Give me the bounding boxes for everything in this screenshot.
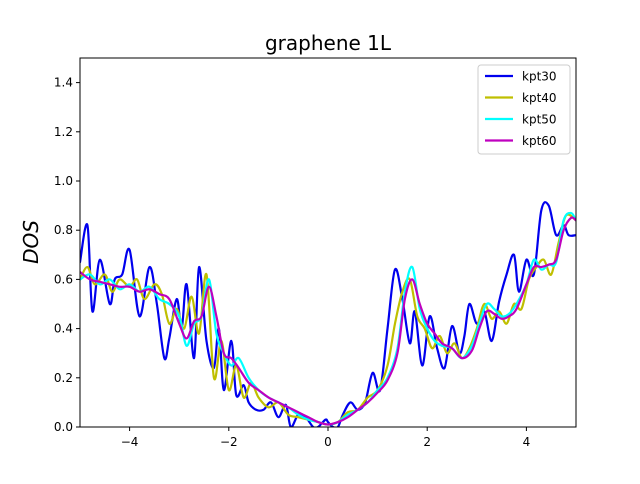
legend-entries: kpt30 kpt40 kpt50 kpt60 bbox=[485, 70, 557, 148]
legend-label-kpt50: kpt50 bbox=[522, 113, 557, 127]
y-tick-label: 0.6 bbox=[54, 272, 73, 286]
y-tick-label: 0.0 bbox=[54, 420, 73, 434]
y-tick-label: 0.2 bbox=[54, 371, 73, 385]
y-tick-label: 1.0 bbox=[54, 174, 73, 188]
chart-title: graphene 1L bbox=[265, 31, 392, 55]
x-tick-label: 0 bbox=[324, 435, 332, 449]
plot-frame bbox=[79, 57, 577, 428]
x-tick-label: 4 bbox=[523, 435, 531, 449]
x-axis-ticks: −4 −2 0 2 4 bbox=[121, 427, 530, 449]
legend-label-kpt40: kpt40 bbox=[522, 91, 557, 105]
series-layer bbox=[80, 201, 576, 427]
y-tick-label: 0.4 bbox=[54, 322, 73, 336]
y-tick-label: 0.8 bbox=[54, 223, 73, 237]
y-axis-label: DOS bbox=[19, 220, 43, 264]
legend-label-kpt30: kpt30 bbox=[522, 70, 557, 84]
x-tick-label: −4 bbox=[121, 435, 139, 449]
y-tick-label: 1.2 bbox=[54, 125, 73, 139]
y-axis-ticks: 0.0 0.2 0.4 0.6 0.8 1.0 1.2 1.4 bbox=[54, 76, 80, 434]
series-line-kpt60 bbox=[80, 216, 576, 426]
x-tick-label: 2 bbox=[423, 435, 431, 449]
y-tick-label: 1.4 bbox=[54, 76, 73, 90]
x-tick-label: −2 bbox=[220, 435, 238, 449]
legend-label-kpt60: kpt60 bbox=[522, 134, 557, 148]
legend-box bbox=[477, 64, 571, 155]
legend: kpt30 kpt40 kpt50 kpt60 bbox=[477, 64, 571, 155]
series-line-kpt30 bbox=[80, 201, 576, 427]
